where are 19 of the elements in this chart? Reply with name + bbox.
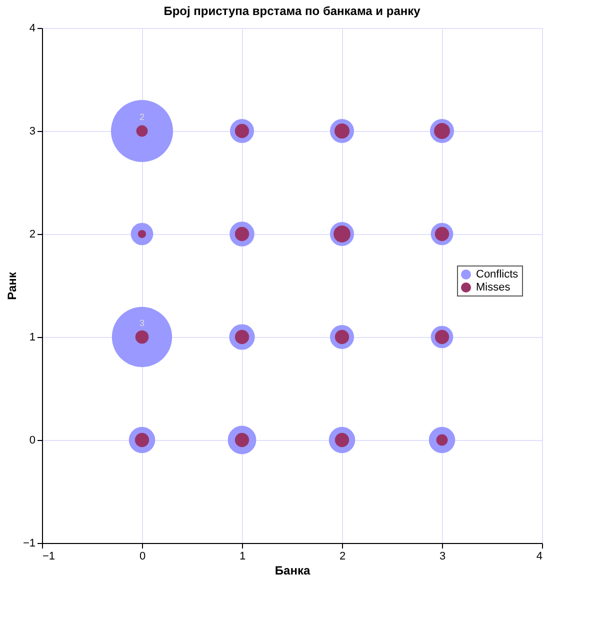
y-tick-label: 0	[29, 434, 36, 446]
x-tick-label: −1	[42, 550, 56, 562]
chart-title: Број приступа врстама по банкама и ранку	[164, 4, 421, 18]
annotation: 3	[139, 318, 145, 328]
x-tick-label: 2	[339, 550, 346, 562]
x-tick-label: 0	[139, 550, 146, 562]
y-tick-label: −1	[22, 538, 36, 550]
y-axis-title: Ранк	[4, 271, 19, 300]
x-axis-title: Банка	[274, 564, 310, 578]
x-tick-label: 3	[439, 550, 446, 562]
y-tick-label: 1	[29, 332, 36, 344]
y-tick-label: 2	[29, 228, 36, 240]
y-tick-label: 4	[29, 22, 36, 34]
legend-label: Conflicts	[476, 268, 519, 280]
legend-label: Misses	[476, 282, 511, 294]
x-tick-label: 1	[239, 550, 246, 562]
x-tick-label: 4	[536, 550, 542, 562]
y-tick-label: 3	[29, 126, 36, 138]
annotation: 2	[139, 112, 145, 122]
